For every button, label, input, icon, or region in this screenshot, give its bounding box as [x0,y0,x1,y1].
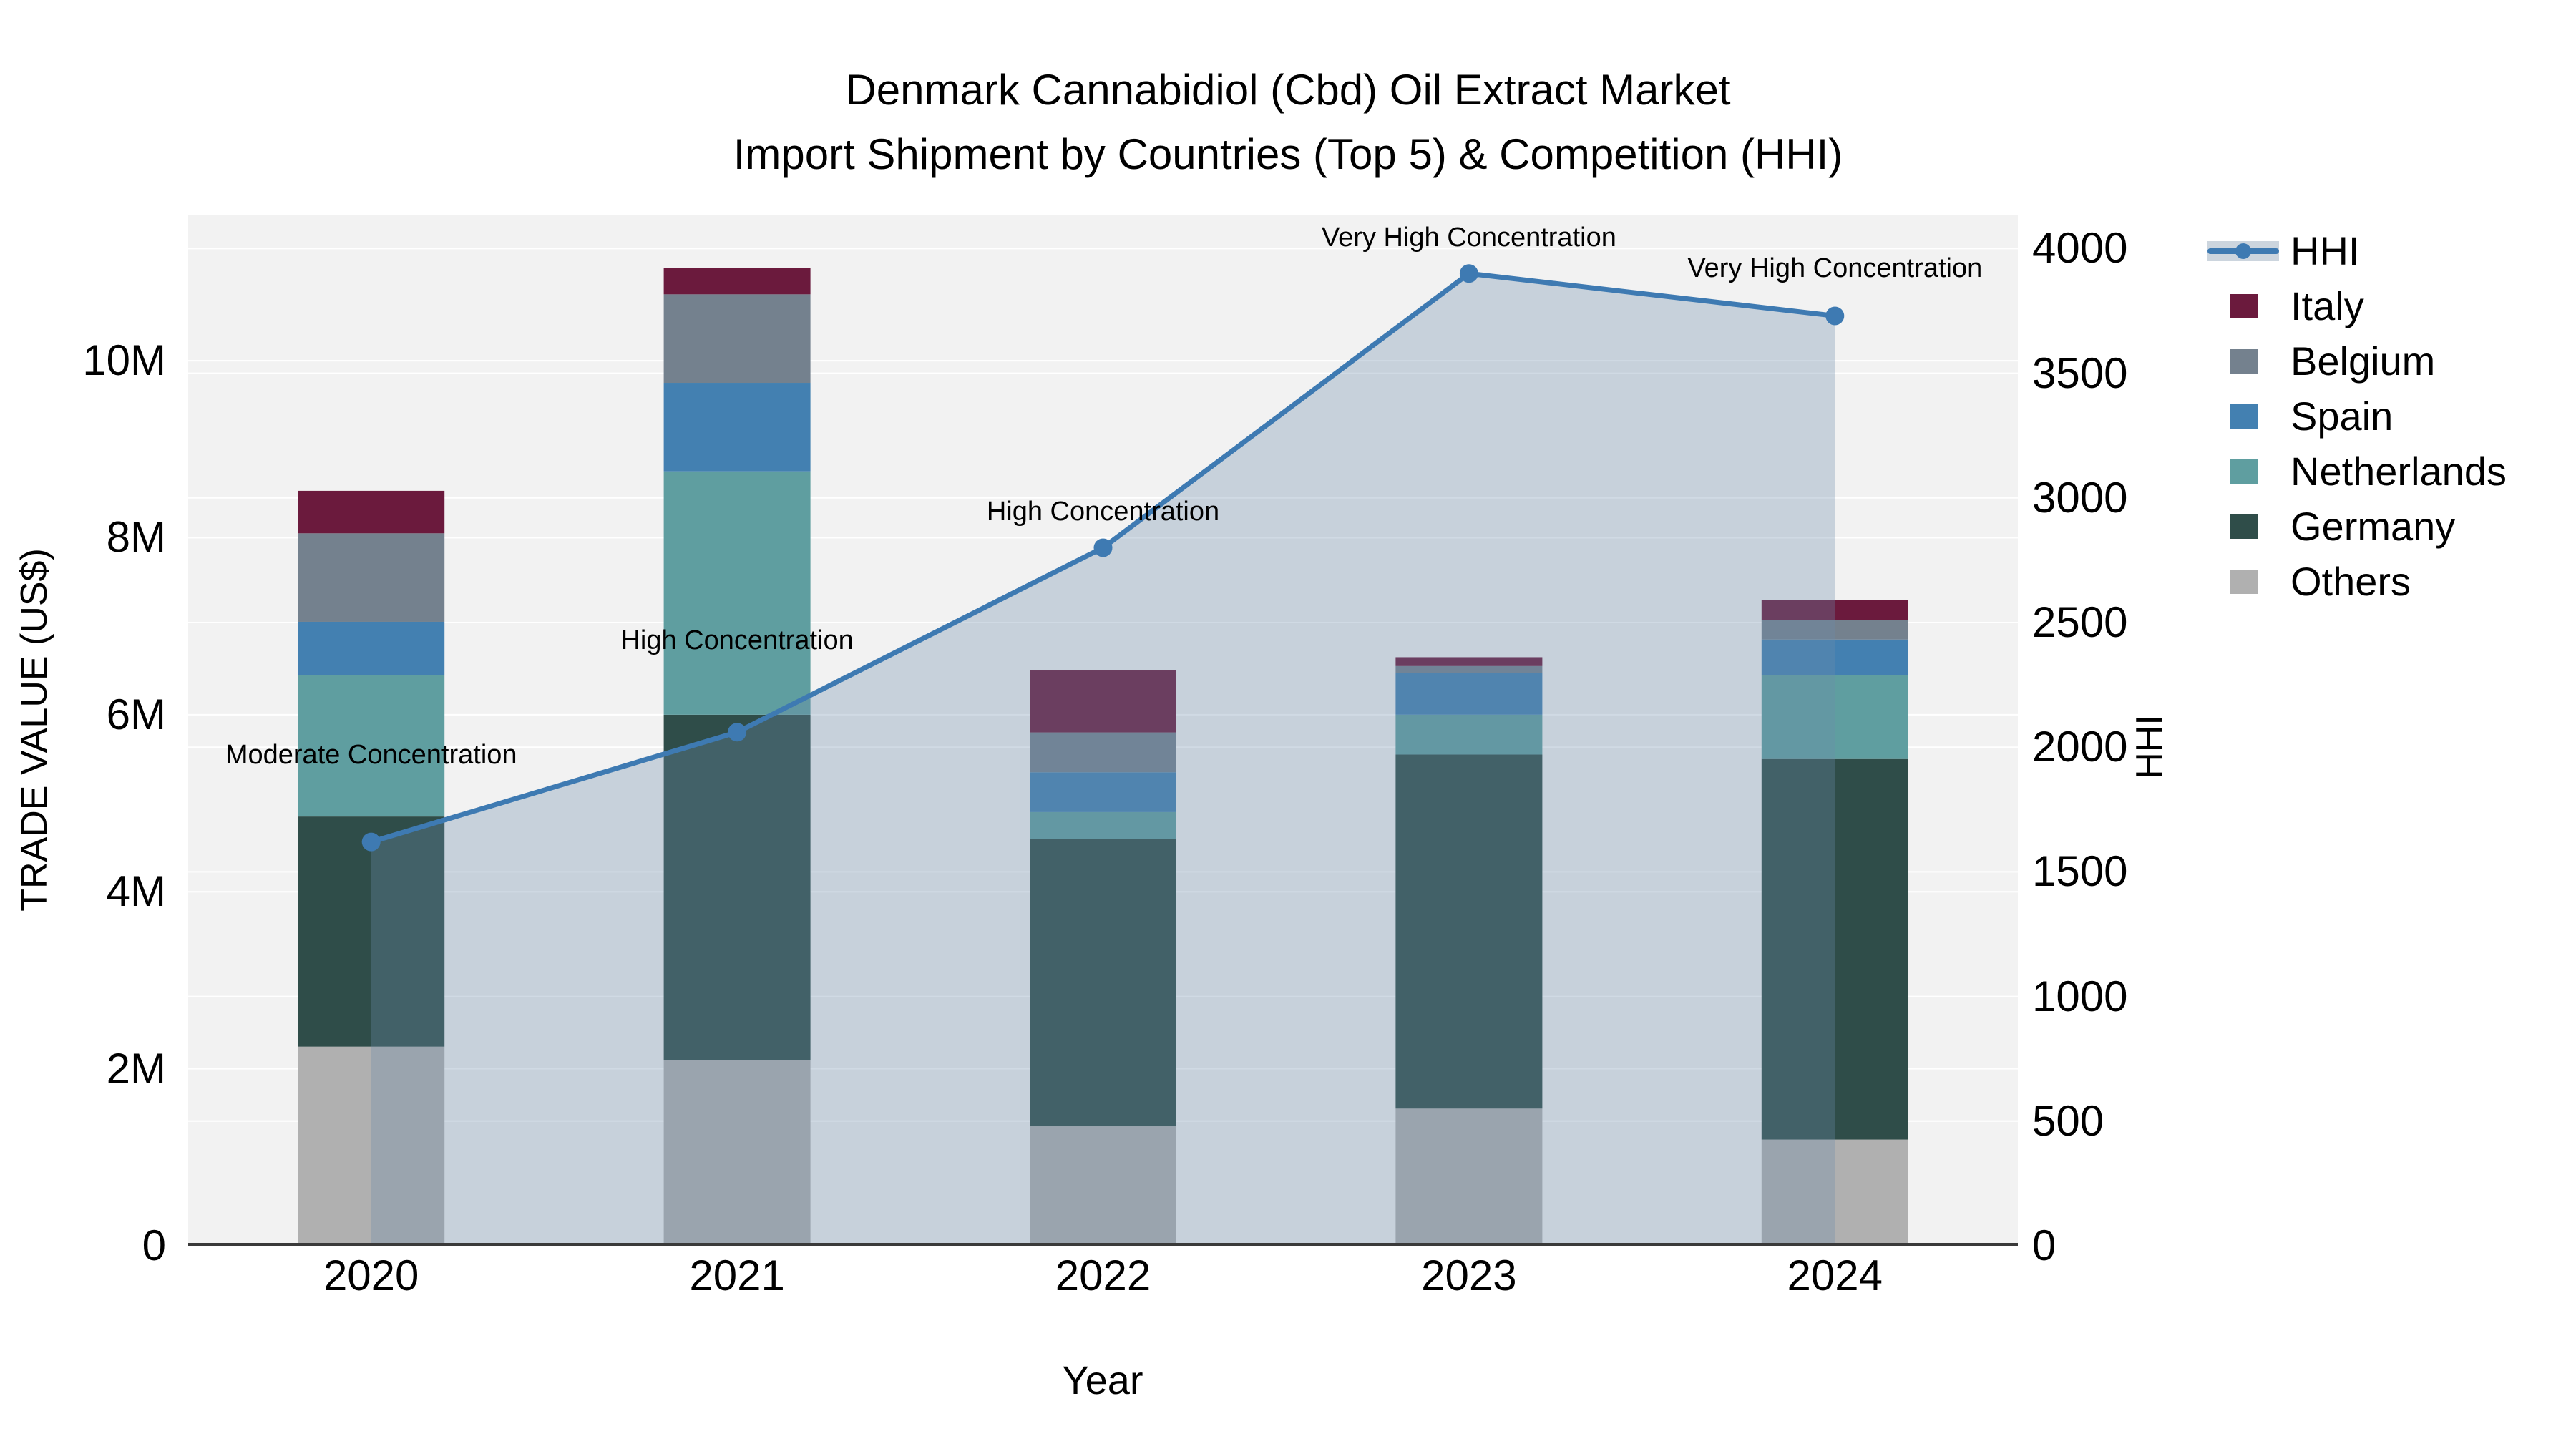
bar-segment-italy-2023 [1395,657,1543,666]
legend-item-netherlands: Netherlands [2207,444,2507,499]
hhi-annotation-2022: High Concentration [986,497,1220,527]
y-right-tick-4000: 4000 [2032,224,2128,273]
legend-patch-icon [2207,567,2279,596]
x-tick-2022: 2022 [1055,1252,1151,1299]
bar-segment-others-2022 [1030,1126,1176,1246]
legend-item-others: Others [2207,554,2507,609]
hhi-annotation-2023: Very High Concentration [1321,223,1616,253]
hhi-marker-2023 [1459,264,1478,283]
hhi-marker-2020 [361,832,381,852]
legend-patch-icon [2207,347,2279,376]
legend-label: Netherlands [2290,448,2507,494]
legend-patch-icon [2207,512,2279,541]
y-left-tick-6M: 6M [106,690,166,738]
bar-segment-germany-2021 [663,714,811,1060]
hhi-marker-2022 [1093,538,1113,557]
legend-patch-icon [2207,292,2279,321]
bar-segment-germany-2022 [1030,839,1176,1127]
y-right-tick-3500: 3500 [2032,348,2128,397]
legend-label: Germany [2290,503,2456,549]
y-right-tick-1000: 1000 [2032,972,2128,1020]
bar-segment-belgium-2021 [663,294,811,384]
legend-label: HHI [2290,228,2360,273]
hhi-annotation-2021: High Concentration [620,625,854,656]
bar-segment-spain-2023 [1395,673,1543,715]
legend-patch-icon [2207,402,2279,431]
bar-segment-others-2024 [1761,1139,1908,1246]
legend-item-belgium: Belgium [2207,333,2507,389]
legend-item-hhi: HHI [2207,223,2507,278]
hhi-area [371,273,1835,1246]
legend-item-italy: Italy [2207,278,2507,333]
y-right-tick-1500: 1500 [2032,847,2128,896]
y-left-tick-0: 0 [142,1221,166,1269]
hhi-line-swatch-icon [2207,237,2279,265]
y-right-tick-500: 500 [2032,1096,2104,1145]
bar-segment-belgium-2020 [298,533,445,622]
y-right-tick-0: 0 [2032,1221,2057,1269]
bar-segment-spain-2020 [298,621,445,675]
legend-item-spain: Spain [2207,389,2507,444]
bar-segment-italy-2024 [1761,600,1908,620]
bar-segment-netherlands-2023 [1395,714,1543,755]
bar-segment-spain-2024 [1761,639,1908,675]
bar-segment-netherlands-2022 [1030,811,1176,839]
bar-segment-netherlands-2024 [1761,675,1908,759]
hhi-annotation-2024: Very High Concentration [1687,253,1983,284]
bar-segment-italy-2022 [1030,670,1176,733]
bar-segment-spain-2022 [1030,772,1176,812]
y-right-tick-2000: 2000 [2032,723,2128,771]
bar-segment-germany-2023 [1395,754,1543,1109]
legend-label: Italy [2290,283,2364,328]
hhi-marker-2021 [728,723,747,742]
y-right-tick-3000: 3000 [2032,473,2128,522]
x-tick-2021: 2021 [689,1252,785,1299]
y-right-tick-2500: 2500 [2032,597,2128,646]
y-left-tick-8M: 8M [106,513,166,562]
bar-segment-italy-2020 [298,490,445,534]
y-left-tick-4M: 4M [106,867,166,916]
chart-title-line-2: Import Shipment by Countries (Top 5) & C… [733,130,1843,178]
legend-label: Others [2290,558,2411,604]
bar-segment-belgium-2022 [1030,732,1176,773]
bar-segment-germany-2020 [298,816,445,1047]
legend-label: Spain [2290,393,2394,439]
bar-segment-belgium-2023 [1395,665,1543,673]
x-tick-2024: 2024 [1787,1252,1883,1299]
legend-label: Belgium [2290,338,2436,384]
chart-title-line-1: Denmark Cannabidiol (Cbd) Oil Extract Ma… [845,66,1731,114]
bar-segment-others-2023 [1395,1108,1543,1246]
bar-segment-belgium-2024 [1761,620,1908,640]
x-tick-2020: 2020 [323,1252,419,1299]
bar-segment-others-2020 [298,1046,445,1246]
hhi-marker-2024 [1825,306,1845,326]
bar-segment-netherlands-2020 [298,675,445,817]
bar-segment-others-2021 [663,1060,811,1246]
x-tick-2023: 2023 [1421,1252,1517,1299]
bar-segment-spain-2021 [663,383,811,472]
x-axis-label: Year [1062,1357,1143,1402]
hhi-annotation-2020: Moderate Concentration [225,739,517,770]
chart-canvas [188,248,2018,1246]
y-right-axis-label: HHI [2129,715,2170,779]
y-left-tick-2M: 2M [106,1044,166,1093]
legend: HHI Italy Belgium Spain Netherlands Germany Ot… [2207,223,2507,609]
plot-area [188,215,2018,1246]
bar-segment-germany-2024 [1761,758,1908,1140]
bar-segment-italy-2021 [663,268,811,295]
legend-item-germany: Germany [2207,499,2507,554]
bar-segment-netherlands-2021 [663,471,811,715]
legend-patch-icon [2207,457,2279,486]
y-left-axis-label: TRADE VALUE (US$) [14,548,55,912]
y-left-tick-10M: 10M [82,336,166,385]
